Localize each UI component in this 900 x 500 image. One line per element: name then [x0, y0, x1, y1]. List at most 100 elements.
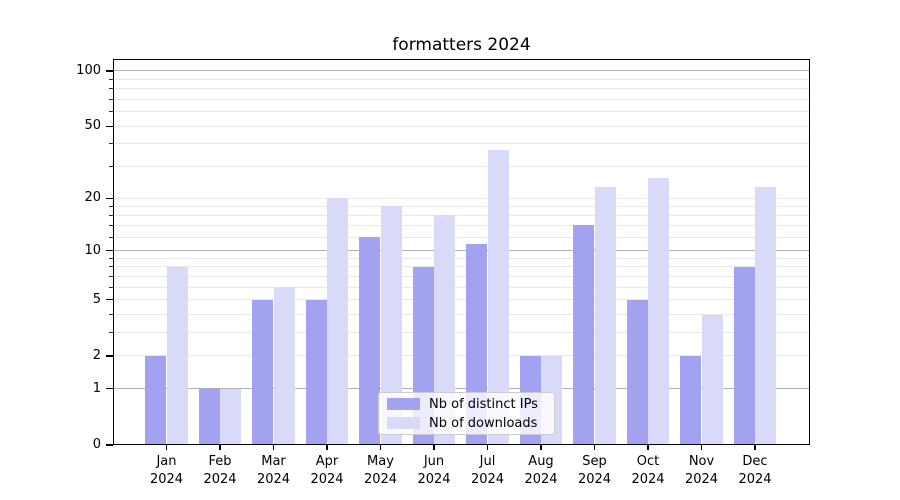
x-axis-year-label: 2024 — [524, 472, 558, 487]
gridline-major — [113, 70, 810, 72]
gridline-minor — [113, 257, 810, 259]
gridline-minor — [113, 205, 810, 207]
x-axis-tick — [647, 445, 649, 450]
bar-downloads — [487, 150, 509, 445]
x-axis-year-label: 2024 — [631, 472, 665, 487]
bar-distinct-ips — [680, 355, 702, 445]
bar-downloads — [594, 187, 616, 445]
x-axis-tick — [754, 445, 756, 450]
bar-distinct-ips — [252, 299, 274, 445]
y-axis-minor-tick — [109, 143, 113, 145]
legend-item-downloads: Nb of downloads — [387, 416, 546, 431]
bar-downloads — [273, 287, 295, 445]
gridline-minor — [113, 236, 810, 238]
x-axis-tick — [219, 445, 221, 450]
y-axis-minor-tick — [109, 205, 113, 207]
y-axis-minor-tick — [109, 78, 113, 80]
y-axis-tick-label: 100 — [76, 62, 101, 78]
x-axis-tick-label: Jun 2024 — [394, 453, 474, 489]
x-axis-year-label: 2024 — [256, 472, 291, 487]
gridline-major — [113, 250, 810, 252]
x-axis-year-label: 2024 — [203, 472, 237, 487]
bar-downloads — [327, 198, 349, 445]
gridline-minor — [113, 275, 810, 277]
x-axis-year-label: 2024 — [417, 472, 451, 487]
x-axis-tick — [433, 445, 435, 450]
y-axis-tick-label: 50 — [84, 118, 101, 134]
bar-downloads — [166, 266, 188, 445]
legend-swatch-distinct-ips — [387, 398, 420, 410]
y-axis-tick — [106, 250, 113, 252]
y-axis-tick — [106, 70, 113, 72]
legend: Nb of distinct IPs Nb of downloads — [378, 392, 555, 435]
gridline-minor — [113, 314, 810, 316]
x-axis-year-label: 2024 — [684, 472, 719, 487]
bar-distinct-ips — [198, 388, 220, 445]
gridline-minor — [113, 286, 810, 288]
y-axis-tick — [106, 444, 113, 446]
bar-distinct-ips — [573, 225, 595, 445]
x-axis-tick-label: Jan 2024 — [127, 453, 207, 489]
y-axis-minor-tick — [109, 266, 113, 268]
gridline-minor — [113, 224, 810, 226]
y-axis-minor-tick — [109, 166, 113, 168]
x-axis-tick-label: Feb 2024 — [180, 453, 260, 489]
bar-downloads — [380, 206, 402, 445]
y-axis-tick — [106, 299, 113, 301]
x-axis-month-label: Feb — [208, 454, 232, 469]
x-axis-tick-label: Aug 2024 — [501, 453, 581, 489]
bar-downloads — [701, 314, 723, 445]
x-axis-tick — [379, 445, 382, 450]
y-axis-minor-tick — [109, 224, 113, 226]
y-axis-tick-label: 1 — [92, 380, 101, 396]
y-axis-tick-label: 5 — [92, 291, 101, 307]
gridline-minor — [113, 197, 810, 199]
y-axis-minor-tick — [109, 214, 113, 216]
x-axis-year-label: 2024 — [577, 472, 612, 487]
bar-distinct-ips — [305, 299, 327, 445]
legend-label-downloads: Nb of downloads — [429, 415, 538, 431]
x-axis-month-label: Oct — [636, 454, 660, 469]
gridline-minor — [113, 98, 810, 100]
bar-distinct-ips — [626, 299, 648, 445]
y-axis-tick — [106, 197, 113, 199]
gridline-minor — [113, 143, 810, 145]
y-axis-tick-label: 20 — [84, 190, 101, 206]
legend-label-distinct-ips: Nb of distinct IPs — [429, 396, 538, 412]
x-axis-month-label: May — [367, 454, 394, 469]
x-axis-month-label: Aug — [528, 454, 554, 469]
bar-downloads — [220, 388, 242, 445]
x-axis-tick — [272, 445, 275, 450]
x-axis-tick-label: Apr 2024 — [287, 453, 367, 489]
bar-distinct-ips — [359, 237, 381, 445]
x-axis-month-label: Nov — [688, 454, 715, 469]
x-axis-year-label: 2024 — [149, 472, 184, 487]
x-axis-tick-label: Sep 2024 — [555, 453, 635, 489]
x-axis-month-label: Jan — [156, 454, 177, 469]
x-axis-tick-label: Jul 2024 — [448, 453, 528, 489]
gridline-minor — [113, 332, 810, 334]
y-axis-minor-tick — [109, 111, 113, 113]
x-axis-tick-label: Nov 2024 — [662, 453, 742, 489]
x-axis-month-label: Apr — [315, 454, 339, 469]
gridline-minor — [113, 355, 810, 357]
y-axis-minor-tick — [109, 236, 113, 238]
legend-item-distinct-ips: Nb of distinct IPs — [387, 397, 546, 412]
y-axis-tick — [106, 125, 113, 127]
chart-title: formatters 2024 — [392, 35, 531, 55]
bar-distinct-ips — [145, 355, 167, 445]
y-axis-minor-tick — [109, 314, 113, 316]
gridline-minor — [113, 78, 810, 80]
x-axis-tick — [326, 445, 328, 450]
gridline-minor — [113, 111, 810, 113]
y-axis-tick-label: 10 — [84, 242, 101, 258]
x-axis-month-label: Jul — [479, 454, 496, 469]
y-axis-tick — [106, 355, 113, 357]
y-axis-minor-tick — [109, 275, 113, 277]
y-axis-minor-tick — [109, 332, 113, 334]
gridline-minor — [113, 125, 810, 127]
x-axis-tick — [540, 445, 542, 450]
x-axis-month-label: Mar — [261, 454, 286, 469]
x-axis-tick-label: May 2024 — [341, 453, 421, 489]
